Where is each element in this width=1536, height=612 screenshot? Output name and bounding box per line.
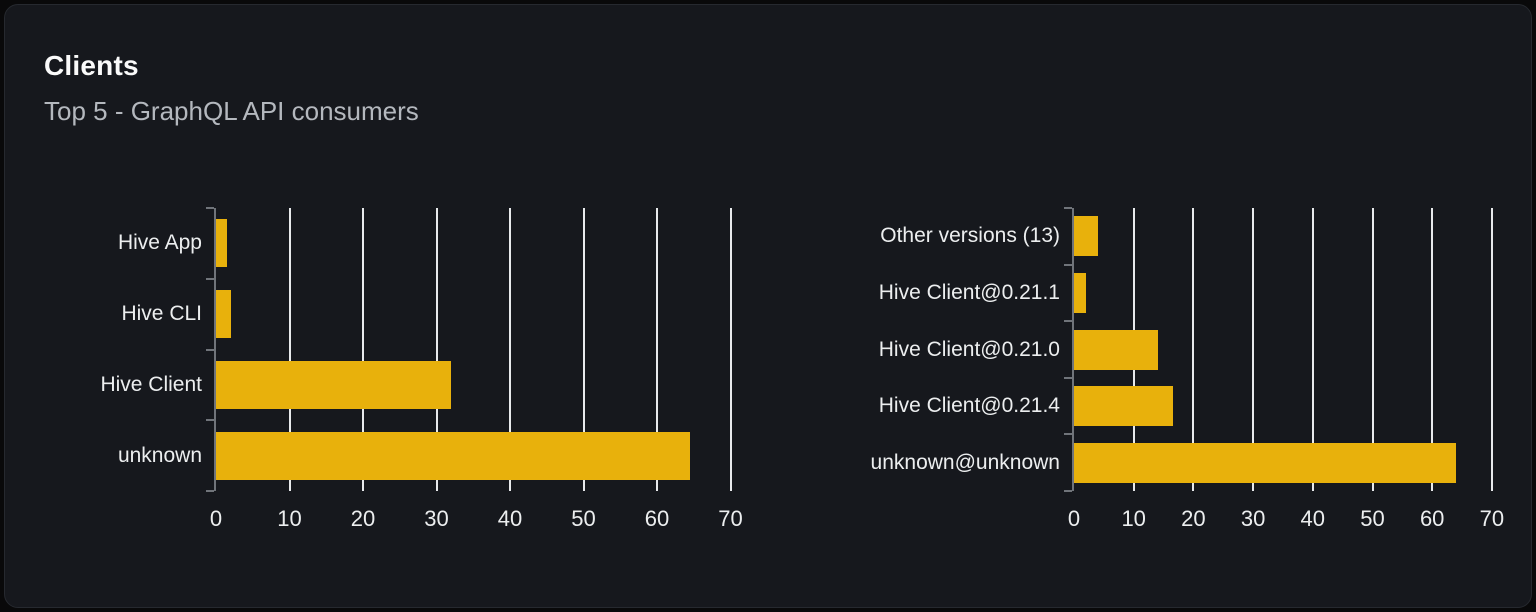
- gridline: [656, 208, 658, 491]
- category-label: Hive Client@0.21.0: [878, 337, 1060, 361]
- y-axis-tick: [206, 348, 214, 351]
- clients-card: Clients Top 5 - GraphQL API consumers Hi…: [4, 4, 1532, 608]
- x-tick-label: 0: [1067, 506, 1081, 531]
- y-axis-tick: [1064, 320, 1072, 323]
- x-tick-label: 50: [1360, 506, 1385, 531]
- bar-other-versions-13-: [1074, 216, 1098, 257]
- bar-hive-client: [216, 360, 452, 409]
- gridline: [509, 208, 511, 491]
- category-label: Hive App: [117, 231, 202, 255]
- bar-hive-app: [216, 219, 228, 268]
- category-label: unknown@unknown: [870, 450, 1060, 474]
- gridline: [1490, 208, 1493, 491]
- category-label: Hive Client@0.21.4: [878, 394, 1060, 418]
- y-axis-tick: [206, 277, 214, 280]
- x-tick-label: 40: [497, 506, 523, 531]
- y-axis-tick: [1064, 433, 1072, 436]
- bar-hive-client-0-21-4: [1074, 386, 1173, 427]
- category-label: Hive Client: [100, 372, 202, 396]
- gridline: [582, 208, 585, 491]
- y-axis-tick: [206, 207, 214, 209]
- x-tick-label: 0: [209, 506, 223, 531]
- y-axis-tick: [1064, 490, 1072, 492]
- bar-hive-client-0-21-1: [1074, 272, 1086, 313]
- bar-hive-client-0-21-0: [1074, 329, 1158, 370]
- category-label: Hive Client@0.21.1: [878, 280, 1060, 304]
- gridline: [1252, 208, 1255, 491]
- x-tick-label: 30: [424, 506, 449, 531]
- x-tick-label: 40: [1300, 506, 1326, 531]
- x-tick-label: 60: [644, 506, 670, 531]
- category-label: Other versions (13): [880, 224, 1060, 248]
- gridline: [1311, 208, 1314, 491]
- y-axis-tick: [206, 490, 214, 492]
- x-tick-label: 30: [1240, 506, 1266, 531]
- gridline: [435, 208, 438, 491]
- category-label: unknown: [117, 443, 202, 467]
- x-tick-label: 70: [1479, 506, 1505, 531]
- y-axis-tick: [206, 419, 214, 422]
- chart-left: Hive App Hive CLI Hive Client unknown 0 10 20 3…: [5, 5, 1531, 607]
- x-tick-label: 50: [571, 506, 596, 531]
- bar-unknown: [216, 431, 691, 480]
- chart-right: Other versions (13) Hive Client@0.21.1 Hiv…: [5, 5, 1531, 607]
- gridline: [1192, 208, 1195, 491]
- y-axis-tick: [1064, 207, 1072, 209]
- gridline: [1371, 208, 1374, 491]
- gridline: [1431, 208, 1434, 491]
- y-axis-tick: [1064, 263, 1072, 266]
- y-axis-tick: [1064, 376, 1072, 379]
- x-tick-label: 20: [1181, 506, 1206, 531]
- card-header: Clients Top 5 - GraphQL API consumers: [44, 49, 419, 127]
- x-tick-label: 10: [277, 506, 302, 531]
- card-subtitle: Top 5 - GraphQL API consumers: [44, 96, 419, 126]
- gridline: [362, 208, 364, 491]
- x-tick-label: 20: [350, 506, 376, 531]
- gridline: [288, 208, 291, 491]
- y-axis-line: [214, 208, 216, 491]
- gridline: [729, 208, 732, 491]
- bar-hive-cli: [216, 290, 231, 339]
- x-tick-label: 60: [1419, 506, 1445, 531]
- x-tick-label: 10: [1121, 506, 1146, 531]
- x-tick-label: 70: [718, 506, 743, 531]
- bar-unknown-unknown: [1074, 442, 1457, 483]
- y-axis-line: [1072, 208, 1074, 491]
- card-title: Clients: [44, 50, 139, 81]
- category-label: Hive CLI: [121, 302, 202, 326]
